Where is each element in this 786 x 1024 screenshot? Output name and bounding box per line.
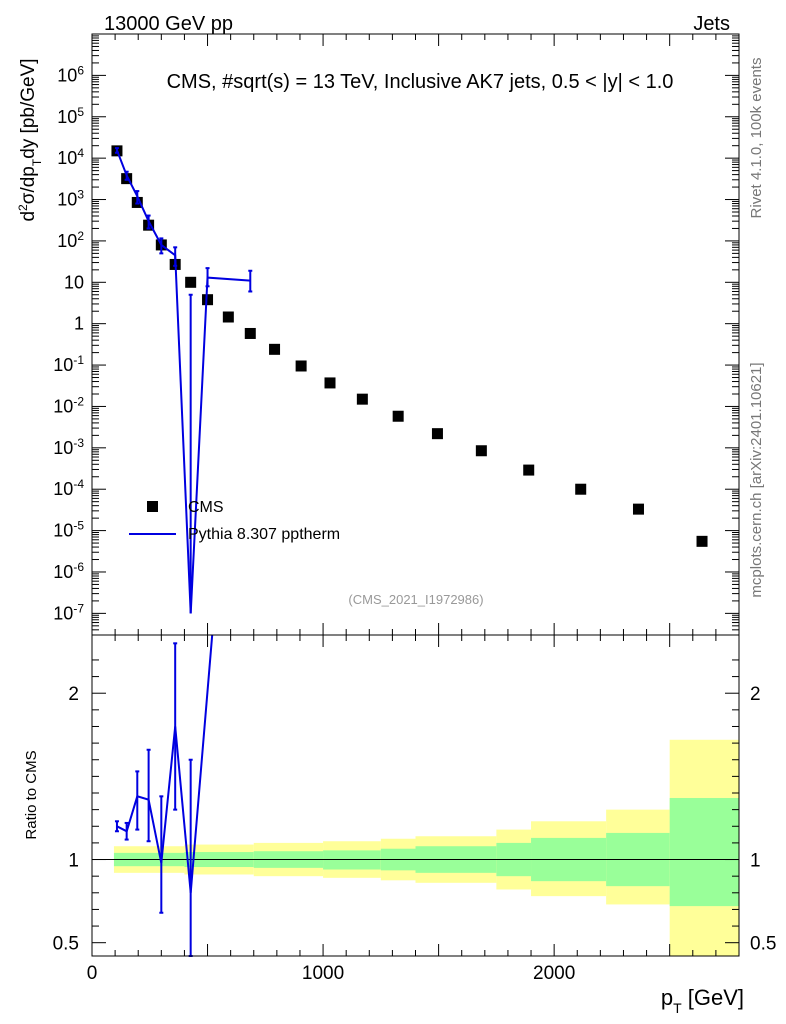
y-tick-label: 10-5 xyxy=(53,519,84,541)
cms-data-point xyxy=(295,360,307,372)
legend-cms-label: CMS xyxy=(188,499,224,516)
analysis-id-label: (CMS_2021_I1972986) xyxy=(348,592,483,607)
cms-data-point xyxy=(632,503,644,515)
cms-data-point xyxy=(575,483,587,495)
lower-plot-frame xyxy=(91,634,740,957)
cms-data-point xyxy=(431,428,443,440)
y-tick-label: 106 xyxy=(57,63,84,85)
y-tick-label: 10-6 xyxy=(53,560,84,582)
y-tick-label: 10 xyxy=(64,272,84,292)
cms-data-point xyxy=(202,294,214,306)
cms-data-point xyxy=(696,535,708,547)
y-tick-label: 1 xyxy=(74,314,84,334)
main-plot-title: CMS, #sqrt(s) = 13 TeV, Inclusive AK7 je… xyxy=(167,71,674,93)
cms-data-point xyxy=(324,377,336,389)
y-tick-label: 104 xyxy=(57,146,84,168)
y-tick-label: 102 xyxy=(57,229,84,251)
legend: CMS Pythia 8.307 pptherm xyxy=(129,499,340,543)
ratio-pythia-line xyxy=(116,634,214,893)
ratio-y-tick-label-right: 2 xyxy=(750,684,761,705)
ratio-band-inner xyxy=(669,797,739,907)
mcplots-label: mcplots.cern.ch [arXiv:2401.10621] xyxy=(748,362,765,597)
lower-y-axis-label: Ratio to CMS xyxy=(23,750,40,839)
x-tick-label: 0 xyxy=(87,963,98,984)
y-tick-label: 10-2 xyxy=(53,394,84,416)
header-left: 13000 GeV pp xyxy=(104,13,233,35)
x-axis-label: pT [GeV] xyxy=(661,985,744,1016)
cms-data-point xyxy=(523,464,535,476)
rivet-version-label: Rivet 4.1.0, 100k events xyxy=(748,58,765,219)
y-tick-label: 103 xyxy=(57,188,84,210)
cms-data-point xyxy=(244,327,256,339)
pythia-line xyxy=(116,149,251,614)
cms-data-point xyxy=(269,343,281,355)
y-tick-label: 10-7 xyxy=(53,601,84,623)
cms-data-point xyxy=(185,276,197,288)
y-tick-label: 10-1 xyxy=(53,353,84,375)
y-tick-label: 10-4 xyxy=(53,477,84,499)
ratio-y-tick-label-right: 0.5 xyxy=(750,934,776,955)
ratio-y-tick-label: 0.5 xyxy=(53,934,79,955)
x-tick-label: 1000 xyxy=(302,963,344,984)
legend-pythia-label: Pythia 8.307 pptherm xyxy=(188,526,340,543)
ratio-y-tick-label: 1 xyxy=(68,851,79,872)
x-tick-label: 2000 xyxy=(533,963,575,984)
header-right: Jets xyxy=(693,13,730,35)
cms-data-point xyxy=(356,393,368,405)
cms-data-point xyxy=(475,445,487,457)
legend-cms-marker xyxy=(147,501,158,512)
ratio-y-tick-label-right: 1 xyxy=(750,851,761,872)
y-tick-label: 105 xyxy=(57,105,84,127)
ratio-y-tick-label: 2 xyxy=(68,684,79,705)
cms-data-point xyxy=(392,410,404,422)
upper-plot-frame xyxy=(91,33,740,636)
cms-data-point xyxy=(222,311,234,323)
upper-y-axis-label: d2σ/dpTdy [pb/GeV] xyxy=(16,58,44,221)
y-tick-label: 10-3 xyxy=(53,436,84,458)
